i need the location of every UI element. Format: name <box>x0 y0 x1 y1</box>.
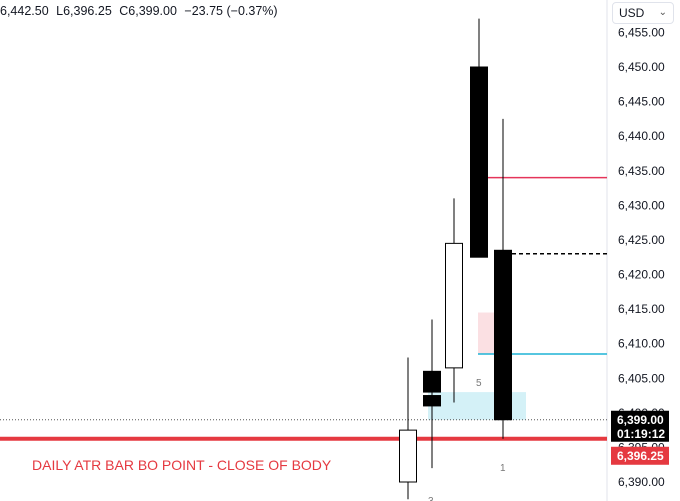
y-tick-label: 6,425.00 <box>618 233 665 247</box>
candle-body-3 <box>423 370 441 393</box>
last-price-value: 6,399.00 <box>617 413 664 427</box>
y-tick-label: 6,440.00 <box>618 129 665 143</box>
legend-change: −23.75 (−0.37%) <box>184 4 278 18</box>
y-tick-label: 6,405.00 <box>618 371 665 385</box>
daily-atr-label: DAILY ATR BAR BO POINT - CLOSE OF BODY <box>32 457 332 473</box>
ohlc-legend: 6,442.50 L6,396.25 C6,399.00 −23.75 (−0.… <box>0 4 282 18</box>
legend-low: L6,396.25 <box>56 4 112 18</box>
atr-price-label <box>611 446 669 465</box>
atr-price-value: 6,396.25 <box>617 449 664 463</box>
y-tick-label: 6,390.00 <box>618 475 665 489</box>
candle-body-5 <box>470 66 488 258</box>
legend-close: C6,399.00 <box>119 4 177 18</box>
currency-selector[interactable]: USD ⌄ <box>612 2 674 24</box>
y-tick-label: 6,430.00 <box>618 198 665 212</box>
last-price-label <box>611 410 669 442</box>
bar-count-5: 5 <box>476 378 482 389</box>
bar-count-3: 3 <box>428 496 434 501</box>
y-tick-label: 6,455.00 <box>618 25 665 39</box>
y-tick-label: 6,450.00 <box>618 60 665 74</box>
y-tick-label: 6,415.00 <box>618 302 665 316</box>
countdown-timer: 01:19:12 <box>617 427 665 441</box>
y-tick-label: 6,420.00 <box>618 268 665 282</box>
y-tick-label: 6,435.00 <box>618 164 665 178</box>
y-tick-label: 6,410.00 <box>618 337 665 351</box>
candle-body-4 <box>445 242 463 369</box>
y-tick-label: 6,445.00 <box>618 95 665 109</box>
currency-label: USD <box>619 6 645 20</box>
bar-count-1: 1 <box>500 463 506 474</box>
candle-body-6 <box>494 249 512 421</box>
chevron-down-icon: ⌄ <box>658 7 667 18</box>
pink-zone <box>478 312 494 355</box>
candle-body-1 <box>399 429 417 483</box>
legend-open: 6,442.50 <box>0 4 49 18</box>
